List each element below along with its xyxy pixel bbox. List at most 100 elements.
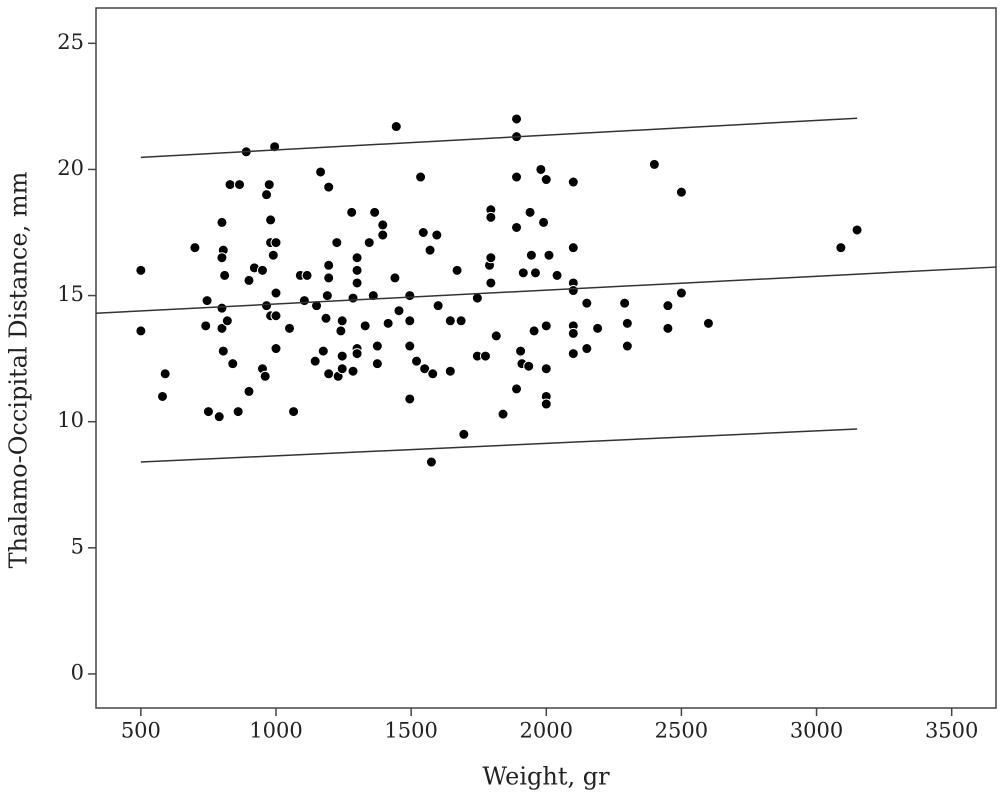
plot-frame — [95, 7, 997, 709]
point — [619, 297, 631, 309]
point — [417, 227, 429, 239]
point — [415, 171, 427, 183]
point — [567, 176, 579, 188]
point — [298, 295, 310, 307]
point — [259, 370, 271, 382]
point — [675, 287, 687, 299]
point — [351, 277, 363, 289]
point — [200, 320, 212, 332]
point — [581, 297, 593, 309]
point — [567, 348, 579, 360]
point — [201, 295, 213, 307]
point — [243, 385, 255, 397]
x-tick-label: 1500 — [384, 719, 437, 743]
point — [525, 249, 537, 261]
point — [227, 358, 239, 370]
point — [336, 350, 348, 362]
point — [528, 325, 540, 337]
point — [288, 406, 300, 418]
point — [135, 264, 147, 276]
point — [393, 305, 405, 317]
point — [301, 269, 313, 281]
point — [213, 411, 225, 423]
point — [267, 249, 279, 261]
point — [159, 368, 171, 380]
point — [540, 320, 552, 332]
point — [567, 285, 579, 297]
point — [431, 229, 443, 241]
point — [189, 242, 201, 254]
point — [581, 343, 593, 355]
point — [382, 317, 394, 329]
point — [216, 322, 228, 334]
point — [263, 179, 275, 191]
point — [485, 211, 497, 223]
point — [411, 355, 423, 367]
point — [485, 277, 497, 289]
point — [485, 252, 497, 264]
x-tick-label: 500 — [121, 719, 161, 743]
x-axis-title: Weight, gr — [482, 763, 610, 791]
point — [529, 267, 541, 279]
point — [540, 398, 552, 410]
point — [202, 406, 214, 418]
point — [540, 363, 552, 375]
point — [311, 300, 323, 312]
point — [451, 264, 463, 276]
point — [270, 287, 282, 299]
point — [404, 290, 416, 302]
y-tick-label: 15 — [57, 282, 84, 306]
point — [135, 325, 147, 337]
point — [232, 406, 244, 418]
point — [351, 264, 363, 276]
point — [621, 340, 633, 352]
point — [648, 158, 660, 170]
point — [523, 360, 535, 372]
point — [265, 214, 277, 226]
x-tick-label: 1000 — [249, 719, 302, 743]
point — [377, 229, 389, 241]
point — [359, 320, 371, 332]
point — [592, 322, 604, 334]
point — [444, 365, 456, 377]
point — [323, 272, 335, 284]
point — [284, 322, 296, 334]
point — [363, 237, 375, 249]
y-tick-label: 0 — [71, 660, 84, 684]
y-tick-label: 25 — [57, 30, 84, 54]
x-tick-label: 2500 — [655, 719, 708, 743]
point — [662, 300, 674, 312]
point — [320, 312, 332, 324]
point — [675, 186, 687, 198]
point — [270, 237, 282, 249]
point — [323, 259, 335, 271]
point — [479, 350, 491, 362]
point — [621, 317, 633, 329]
point — [511, 221, 523, 233]
point — [543, 249, 555, 261]
point — [216, 302, 228, 314]
point — [425, 456, 437, 468]
point — [261, 189, 273, 201]
point — [321, 290, 333, 302]
point — [331, 237, 343, 249]
point — [511, 171, 523, 183]
point — [270, 343, 282, 355]
point — [455, 315, 467, 327]
point — [219, 269, 231, 281]
point — [404, 315, 416, 327]
point — [367, 290, 379, 302]
point — [335, 325, 347, 337]
point — [377, 219, 389, 231]
point — [347, 292, 359, 304]
point — [323, 181, 335, 193]
point — [524, 206, 536, 218]
point — [224, 179, 236, 191]
point — [390, 121, 402, 133]
point — [216, 252, 228, 264]
point — [256, 264, 268, 276]
point — [511, 383, 523, 395]
y-tick-label: 10 — [57, 408, 84, 432]
point — [371, 340, 383, 352]
point — [490, 330, 502, 342]
